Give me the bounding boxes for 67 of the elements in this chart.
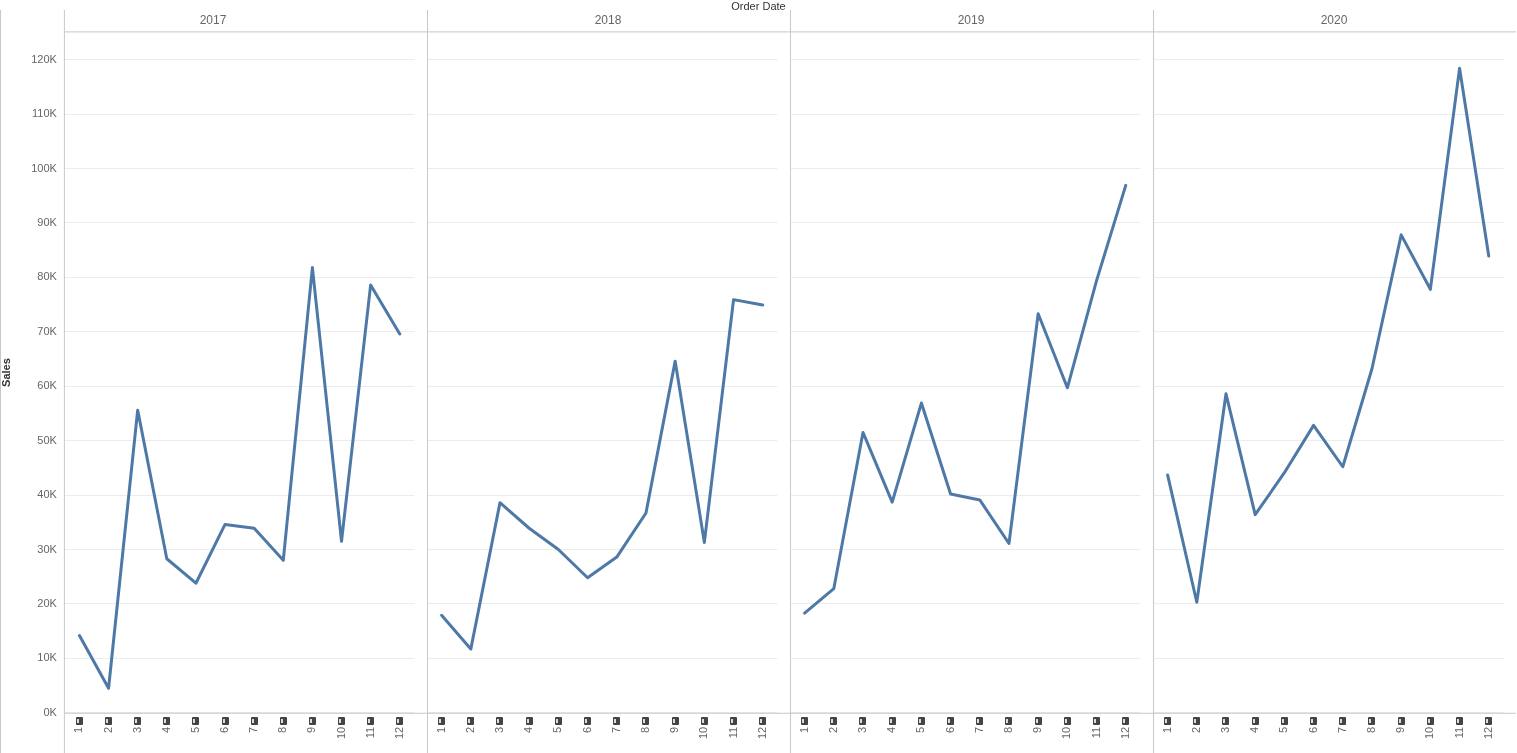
x-tick-label: 10 bbox=[697, 726, 710, 740]
text: Order Date bbox=[731, 0, 786, 12]
x-tick-label: 11 bbox=[363, 726, 376, 739]
x-tick-label: 11 bbox=[1089, 726, 1102, 739]
y-tick-label: 80K bbox=[37, 270, 58, 283]
x-tick-label: 2 bbox=[826, 726, 839, 733]
y-tick-label: 90K bbox=[37, 215, 58, 228]
y-tick-label: 10K bbox=[37, 651, 58, 664]
y-tick-label: 100K bbox=[31, 161, 58, 174]
x-tick-label: 1 bbox=[797, 726, 810, 733]
x-tick-label: 2 bbox=[101, 726, 114, 733]
y-tick-label: 110K bbox=[32, 107, 58, 120]
x-tick-label: 7 bbox=[609, 726, 622, 733]
x-tick-label: 11 bbox=[1452, 726, 1465, 739]
chart-title: 2019 bbox=[957, 12, 985, 27]
x-tick-label: 5 bbox=[1277, 726, 1290, 733]
y-tick-label: 20K bbox=[37, 596, 58, 609]
x-tick-label: 12 bbox=[1481, 726, 1494, 740]
chart-title: 2017 bbox=[199, 12, 227, 27]
y-tick-label: 30K bbox=[37, 542, 58, 555]
x-tick-label: 12 bbox=[392, 726, 405, 740]
x-tick-label: 2 bbox=[463, 726, 476, 733]
x-tick-label: 6 bbox=[580, 726, 593, 733]
x-tick-label: 4 bbox=[885, 726, 898, 733]
y-tick-label: 60K bbox=[37, 379, 58, 392]
x-tick-label: 4 bbox=[1248, 726, 1261, 733]
x-tick-label: 3 bbox=[856, 726, 869, 733]
x-tick-label: 1 bbox=[1160, 726, 1173, 733]
x-tick-label: 8 bbox=[1002, 726, 1014, 733]
x-tick-label: 4 bbox=[159, 726, 172, 733]
x-tick-label: 5 bbox=[914, 726, 927, 733]
x-tick-label: 1 bbox=[434, 726, 447, 733]
y-tick-label: 0K bbox=[43, 705, 58, 718]
x-tick-label: 5 bbox=[188, 726, 201, 733]
chart-title: 2018 bbox=[594, 12, 622, 27]
x-tick-label: 11 bbox=[726, 726, 739, 739]
x-tick-label: 3 bbox=[493, 726, 506, 733]
x-tick-label: 9 bbox=[305, 726, 318, 733]
x-tick-label: 8 bbox=[276, 726, 289, 733]
x-tick-label: 9 bbox=[668, 726, 681, 733]
x-tick-label: 5 bbox=[551, 726, 564, 733]
y-tick-label: 70K bbox=[37, 324, 58, 337]
x-tick-label: 9 bbox=[1031, 726, 1044, 733]
y-tick-label: 120K bbox=[31, 52, 58, 65]
x-tick-label: 3 bbox=[1219, 726, 1232, 733]
x-tick-label: 12 bbox=[755, 726, 768, 740]
x-tick-label: 3 bbox=[130, 726, 143, 733]
x-tick-label: 8 bbox=[639, 726, 651, 733]
x-tick-label: 6 bbox=[1306, 726, 1319, 733]
y-axis-title: Sales bbox=[0, 358, 12, 387]
x-tick-label: 1 bbox=[72, 726, 85, 733]
x-tick-label: 6 bbox=[943, 726, 956, 733]
x-tick-label: 7 bbox=[972, 726, 985, 733]
chart-title: 2020 bbox=[1320, 12, 1348, 27]
x-tick-label: 7 bbox=[1335, 726, 1348, 733]
x-tick-label: 10 bbox=[1060, 726, 1073, 740]
y-tick-label: 50K bbox=[37, 433, 58, 446]
x-tick-label: 10 bbox=[334, 726, 347, 740]
x-tick-label: 7 bbox=[247, 726, 260, 733]
x-tick-label: 10 bbox=[1423, 726, 1436, 740]
x-tick-label: 9 bbox=[1394, 726, 1407, 733]
x-tick-label: 4 bbox=[522, 726, 535, 733]
y-tick-label: 40K bbox=[37, 488, 58, 501]
x-tick-label: 6 bbox=[218, 726, 231, 733]
x-tick-label: 12 bbox=[1118, 726, 1131, 740]
x-tick-label: 2 bbox=[1189, 726, 1202, 733]
x-tick-label: 8 bbox=[1365, 726, 1377, 733]
